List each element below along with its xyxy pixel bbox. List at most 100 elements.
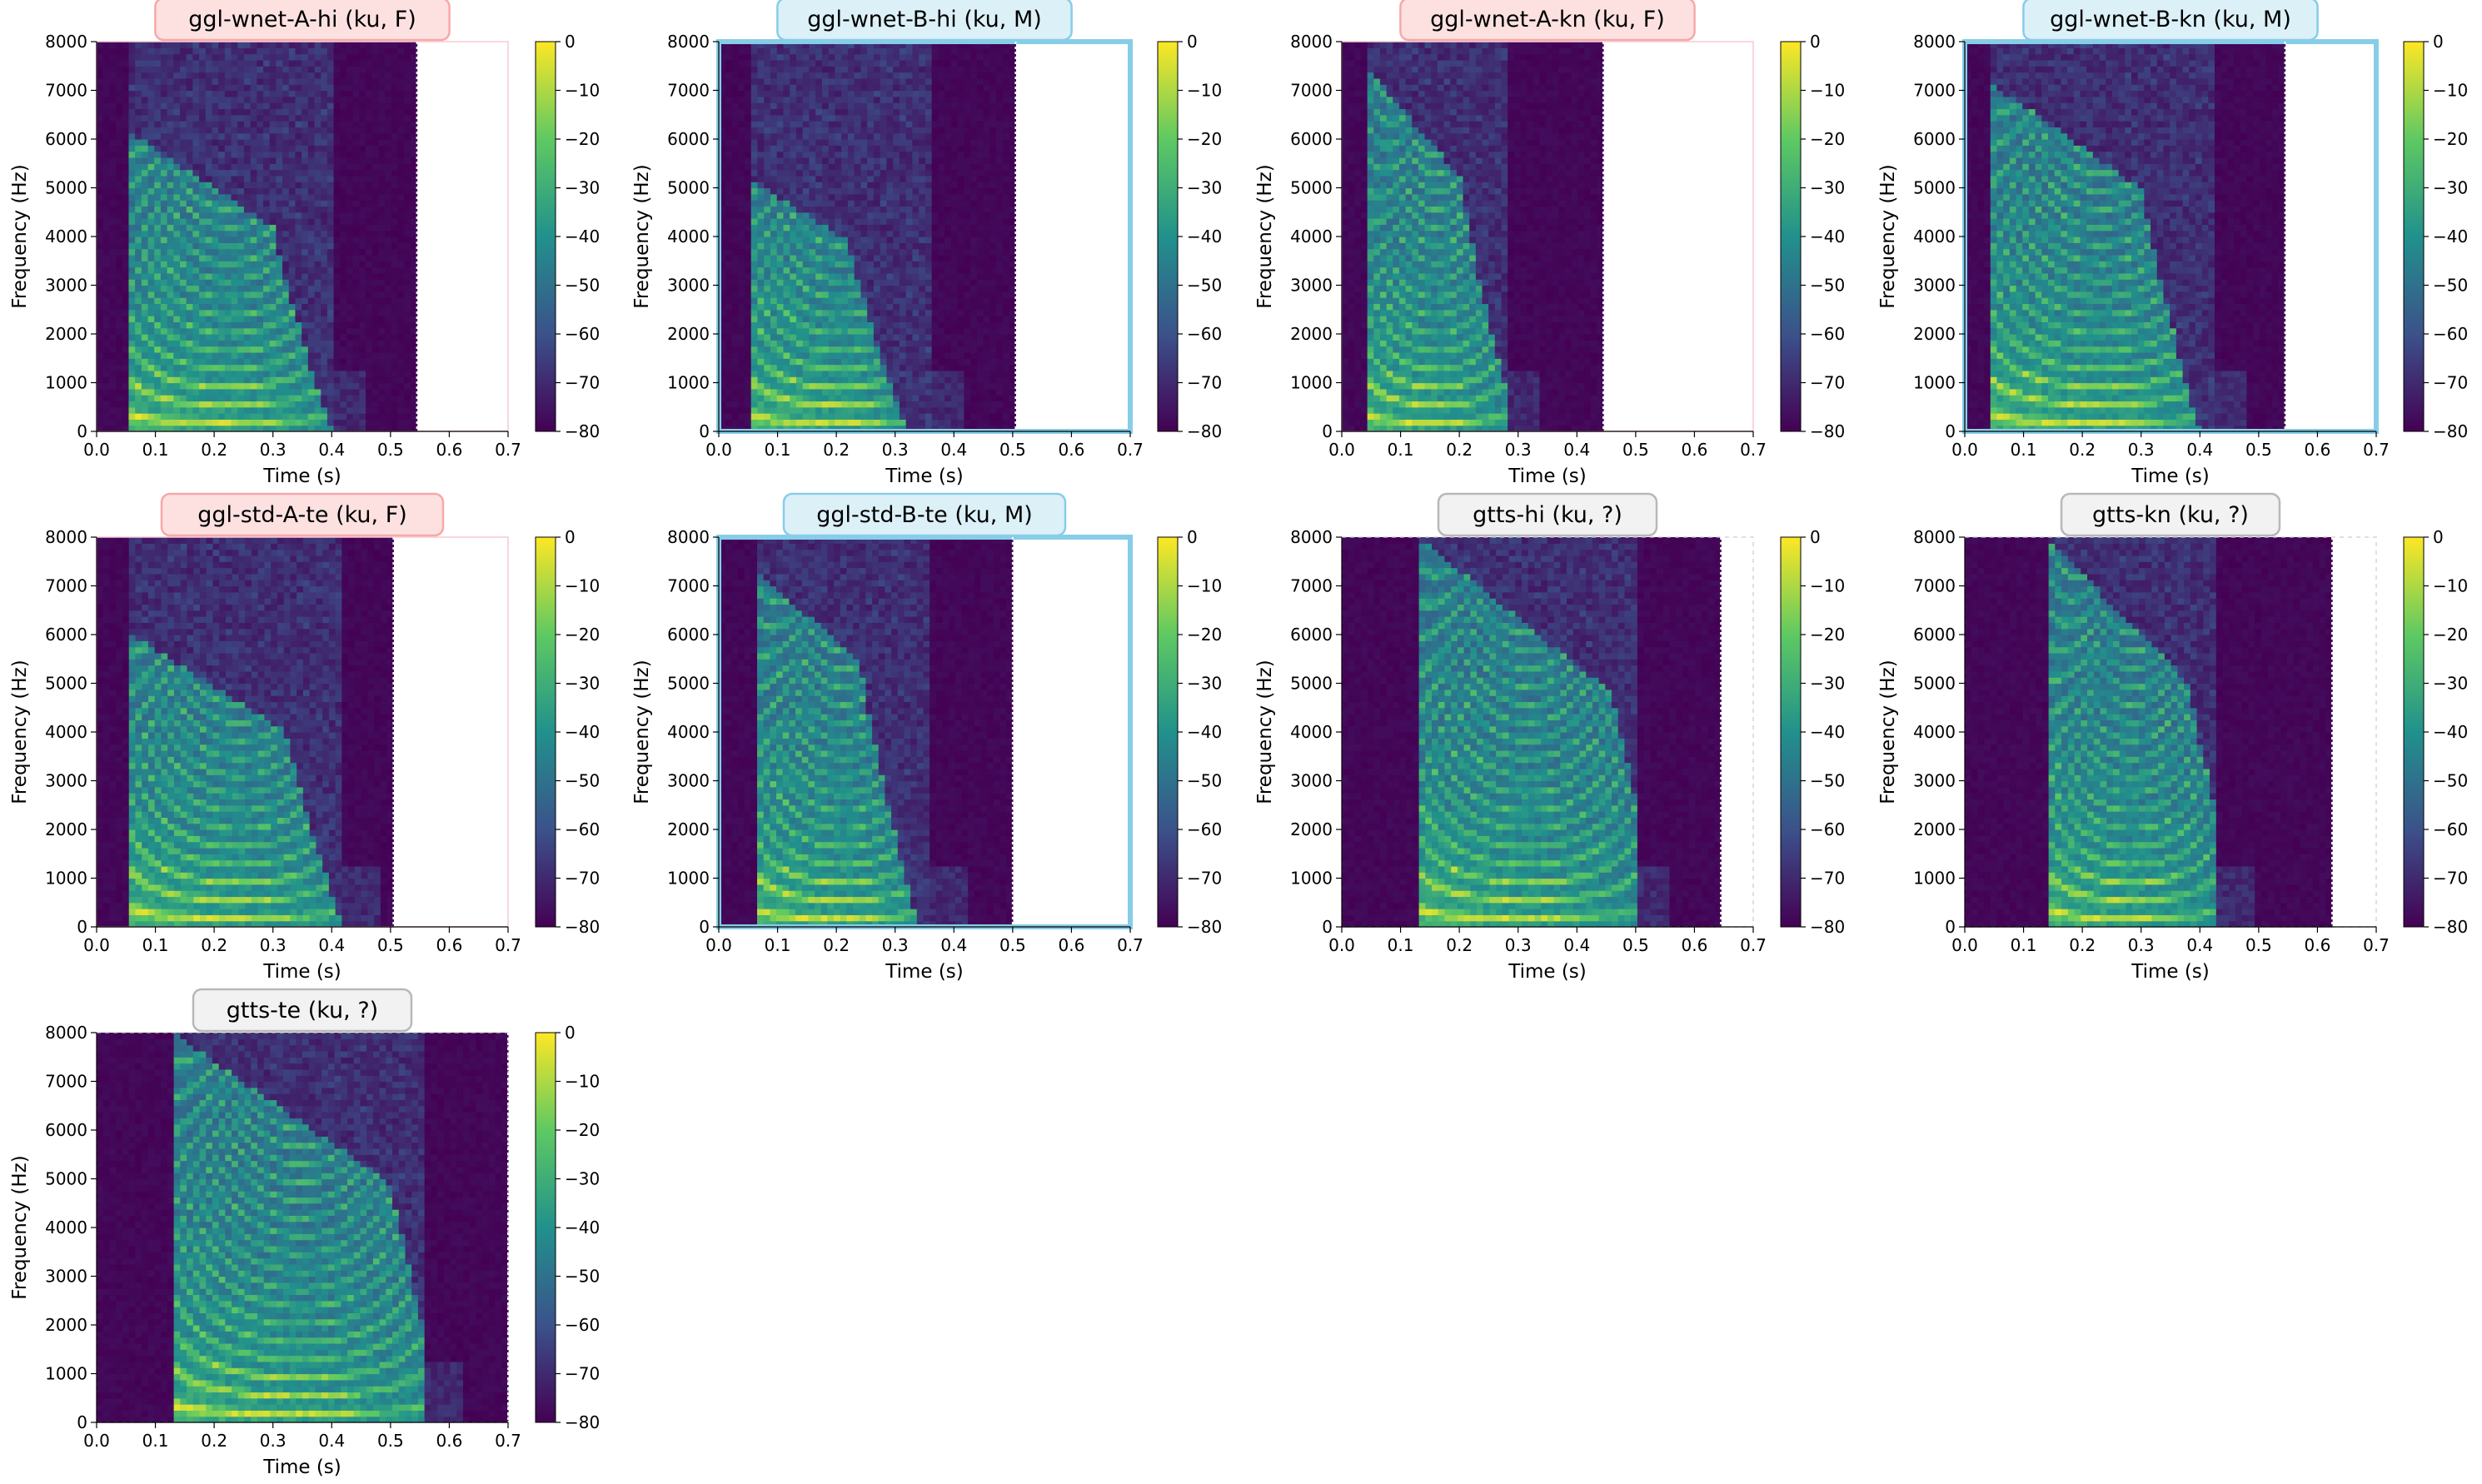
y-tick-label: 8000 <box>45 1023 87 1043</box>
colorbar-tick-label: −40 <box>2433 227 2468 247</box>
colorbar-tick-label: −30 <box>1187 178 1222 198</box>
y-tick-label: 5000 <box>667 674 710 694</box>
colorbar-tick-label: −80 <box>2433 421 2468 441</box>
x-tick-label: 0.6 <box>2305 935 2331 955</box>
y-axis-label: Frequency (Hz) <box>9 660 31 804</box>
x-tick-label: 0.3 <box>1505 440 1532 460</box>
colorbar <box>536 537 556 927</box>
y-tick-label: 1000 <box>45 869 87 889</box>
y-tick-label: 4000 <box>1290 227 1333 247</box>
x-tick-label: 0.2 <box>2069 440 2096 460</box>
colorbar-tick-label: −80 <box>1810 421 1845 441</box>
y-tick-label: 0 <box>699 917 710 937</box>
y-tick-label: 0 <box>77 1412 87 1432</box>
colorbar <box>1158 42 1178 431</box>
y-tick-label: 5000 <box>1913 674 1956 694</box>
spectrogram-panel: 0.0 0.1 0.2 0.3 0.4 0.5 0.6 0.70100020003000400… <box>1254 0 1845 487</box>
x-axis-label: Time (s) <box>262 466 341 487</box>
x-tick-label: 0.7 <box>1740 440 1767 460</box>
spectrogram-panel: 0.0 0.1 0.2 0.3 0.4 0.5 0.6 0.70100020003000400… <box>1254 494 1845 983</box>
y-tick-label: 7000 <box>667 576 710 596</box>
y-tick-label: 6000 <box>45 129 87 149</box>
y-tick-label: 4000 <box>45 227 87 247</box>
x-tick-label: 0.0 <box>705 935 732 955</box>
x-tick-label: 0.2 <box>201 1431 227 1451</box>
panel-title: ggl-wnet-B-hi (ku, M) <box>807 7 1042 32</box>
x-tick-label: 0.5 <box>999 935 1026 955</box>
y-tick-label: 3000 <box>1290 276 1333 296</box>
colorbar-tick-label: −10 <box>1810 81 1845 101</box>
y-tick-label: 7000 <box>45 81 87 101</box>
x-tick-label: 0.7 <box>2363 440 2390 460</box>
colorbar-tick-label: −30 <box>565 1169 600 1189</box>
x-tick-label: 0.3 <box>260 1431 287 1451</box>
spectrogram-panel: 0.0 0.1 0.2 0.3 0.4 0.5 0.6 0.70100020003000400… <box>9 989 600 1478</box>
colorbar <box>536 42 556 431</box>
x-tick-label: 0.6 <box>436 440 463 460</box>
spectrogram-image <box>1342 42 1604 432</box>
spectrogram-panel: 0.0 0.1 0.2 0.3 0.4 0.5 0.6 0.70100020003000400… <box>1877 494 2468 983</box>
y-tick-label: 1000 <box>1290 869 1333 889</box>
y-tick-label: 1000 <box>1913 869 1956 889</box>
x-tick-label: 0.4 <box>318 1431 345 1451</box>
colorbar-tick-label: 0 <box>1187 32 1198 52</box>
y-tick-label: 2000 <box>45 1315 87 1335</box>
y-tick-label: 8000 <box>667 527 710 547</box>
x-tick-label: 0.7 <box>495 935 521 955</box>
y-tick-label: 3000 <box>45 1267 87 1287</box>
x-tick-label: 0.0 <box>83 935 110 955</box>
y-tick-label: 5000 <box>45 674 87 694</box>
colorbar-tick-label: −80 <box>565 917 600 937</box>
y-tick-label: 7000 <box>667 81 710 101</box>
colorbar-tick-label: 0 <box>565 1023 576 1043</box>
x-tick-label: 0.5 <box>2245 935 2272 955</box>
x-tick-label: 0.0 <box>1951 935 1978 955</box>
x-tick-label: 0.7 <box>1117 935 1144 955</box>
colorbar-tick-label: −70 <box>565 869 600 889</box>
colorbar-tick-label: −30 <box>1187 674 1222 694</box>
x-tick-label: 0.0 <box>1328 440 1355 460</box>
x-axis-label: Time (s) <box>262 961 341 983</box>
x-tick-label: 0.2 <box>1446 935 1473 955</box>
colorbar-tick-label: −70 <box>1810 373 1845 393</box>
x-tick-label: 0.0 <box>1951 440 1978 460</box>
y-tick-label: 1000 <box>667 373 710 393</box>
x-tick-label: 0.5 <box>1622 440 1649 460</box>
colorbar-tick-label: −80 <box>565 421 600 441</box>
x-tick-label: 0.6 <box>1059 440 1085 460</box>
colorbar-tick-label: −20 <box>565 625 600 645</box>
colorbar-tick-label: −20 <box>2433 129 2468 149</box>
colorbar-tick-label: −60 <box>2433 819 2468 839</box>
colorbar-tick-label: −60 <box>565 819 600 839</box>
x-axis-label: Time (s) <box>885 961 964 983</box>
y-axis-label: Frequency (Hz) <box>631 660 653 804</box>
y-tick-label: 6000 <box>1290 129 1333 149</box>
x-tick-label: 0.3 <box>260 440 287 460</box>
spectrogram-panel: 0.0 0.1 0.2 0.3 0.4 0.5 0.6 0.70100020003000400… <box>631 0 1222 487</box>
panel-title: ggl-std-B-te (ku, M) <box>816 502 1033 528</box>
y-tick-label: 2000 <box>1290 324 1333 344</box>
colorbar-tick-label: 0 <box>2433 32 2444 52</box>
y-tick-label: 0 <box>699 421 710 441</box>
x-tick-label: 0.4 <box>940 440 967 460</box>
y-tick-label: 8000 <box>667 32 710 52</box>
colorbar-tick-label: −70 <box>2433 869 2468 889</box>
y-tick-label: 2000 <box>1913 819 1956 839</box>
colorbar-tick-label: −30 <box>1810 674 1845 694</box>
colorbar-tick-label: 0 <box>1810 32 1821 52</box>
y-tick-label: 6000 <box>45 1120 87 1140</box>
y-tick-label: 1000 <box>45 1364 87 1384</box>
spectrogram-image <box>1965 42 2285 432</box>
colorbar-tick-label: −40 <box>1810 722 1845 742</box>
x-tick-label: 0.1 <box>142 935 169 955</box>
x-tick-label: 0.0 <box>705 440 732 460</box>
y-tick-label: 6000 <box>1913 129 1956 149</box>
x-tick-label: 0.7 <box>2363 935 2390 955</box>
x-axis-label: Time (s) <box>262 1457 341 1478</box>
x-axis-label: Time (s) <box>2131 961 2210 983</box>
colorbar-tick-label: −80 <box>565 1412 600 1432</box>
y-tick-label: 4000 <box>1913 722 1956 742</box>
x-tick-label: 0.2 <box>823 935 850 955</box>
colorbar-tick-label: −20 <box>1187 129 1222 149</box>
y-tick-label: 2000 <box>667 819 710 839</box>
